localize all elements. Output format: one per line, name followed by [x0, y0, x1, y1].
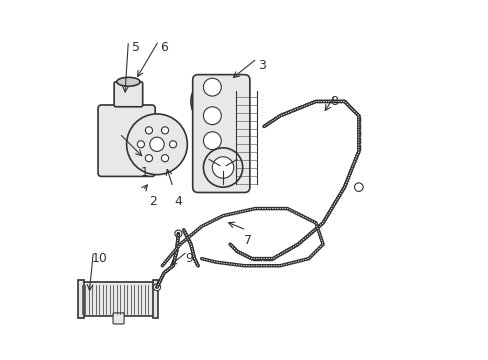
Ellipse shape [117, 77, 140, 86]
Circle shape [169, 141, 176, 148]
Text: 8: 8 [329, 95, 337, 108]
Text: 6: 6 [160, 41, 168, 54]
Bar [78, 280, 83, 318]
FancyBboxPatch shape [113, 313, 124, 324]
Text: 7: 7 [244, 234, 251, 247]
Circle shape [161, 155, 168, 162]
Text: 3: 3 [258, 59, 266, 72]
Text: 2: 2 [149, 195, 157, 208]
Circle shape [145, 127, 152, 134]
Text: 1: 1 [140, 166, 148, 179]
Circle shape [203, 148, 242, 187]
Text: 9: 9 [185, 252, 193, 265]
FancyBboxPatch shape [192, 75, 249, 193]
Circle shape [354, 183, 363, 192]
Circle shape [203, 78, 221, 96]
Ellipse shape [116, 91, 141, 105]
Circle shape [145, 155, 152, 162]
Text: 5: 5 [131, 41, 139, 54]
Circle shape [175, 230, 182, 237]
FancyBboxPatch shape [114, 82, 142, 107]
Circle shape [212, 157, 233, 178]
Circle shape [203, 107, 221, 125]
Circle shape [200, 85, 231, 117]
Bar [152, 280, 158, 318]
FancyBboxPatch shape [98, 105, 155, 176]
Text: 10: 10 [92, 252, 107, 265]
Circle shape [153, 284, 160, 291]
Circle shape [137, 141, 144, 148]
Circle shape [161, 127, 168, 134]
Circle shape [126, 114, 187, 175]
Circle shape [190, 76, 241, 126]
Circle shape [203, 132, 221, 150]
Text: 4: 4 [174, 195, 182, 208]
Circle shape [149, 137, 164, 152]
Bar [80, 282, 155, 316]
